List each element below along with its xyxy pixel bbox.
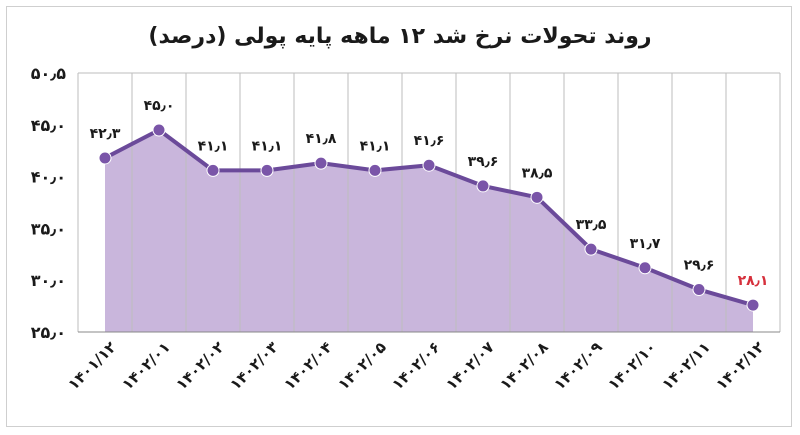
y-tick-label: ۳۰٫۰ <box>31 271 66 290</box>
data-label: ۲۹٫۶ <box>684 258 715 274</box>
data-label: ۴۱٫۱ <box>198 138 229 154</box>
x-tick-label: ۱۴۰۲/۰۳ <box>226 338 281 393</box>
data-point <box>530 190 544 204</box>
data-label: ۴۱٫۱ <box>360 138 391 154</box>
data-point <box>314 156 328 170</box>
x-tick-label: ۱۴۰۲/۰۷ <box>442 338 497 393</box>
x-tick-label: ۱۴۰۲/۰۹ <box>550 338 605 393</box>
data-label: ۳۳٫۵ <box>576 217 607 233</box>
data-label: ۳۸٫۵ <box>522 165 553 181</box>
data-point <box>746 298 760 312</box>
data-point <box>476 179 490 193</box>
data-label: ۴۵٫۰ <box>144 98 175 114</box>
data-label: ۳۹٫۶ <box>468 154 499 170</box>
data-point <box>692 283 706 297</box>
y-tick-label: ۳۵٫۰ <box>31 219 66 238</box>
y-tick-label: ۴۰٫۰ <box>31 168 66 187</box>
chart-title: روند تحولات نرخ شد ۱۲ ماهه پایه پولی (در… <box>148 24 652 49</box>
x-tick-label: ۱۴۰۲/۰۸ <box>496 338 551 393</box>
data-point <box>260 163 274 177</box>
x-tick-label: ۱۴۰۲/۱۲ <box>712 338 767 393</box>
data-point <box>152 123 166 137</box>
x-tick-label: ۱۴۰۲/۰۲ <box>172 338 227 393</box>
data-point <box>368 163 382 177</box>
x-tick-label: ۱۴۰۲/۱۰ <box>604 338 659 393</box>
x-tick-label: ۱۴۰۲/۰۶ <box>388 338 443 393</box>
y-tick-label: ۴۵٫۰ <box>31 116 66 135</box>
x-tick-label: ۱۴۰۲/۰۴ <box>280 338 335 393</box>
y-tick-label: ۲۵٫۰ <box>31 323 66 342</box>
data-label: ۴۱٫۶ <box>414 133 445 149</box>
data-label: ۴۱٫۱ <box>252 138 283 154</box>
data-point <box>206 163 220 177</box>
y-tick-label: ۵۰٫۵ <box>31 64 67 83</box>
x-tick-label: ۱۴۰۲/۰۵ <box>334 338 389 393</box>
area-fill <box>105 129 753 332</box>
data-point <box>98 151 112 165</box>
data-label: ۴۲٫۳ <box>90 126 121 142</box>
data-label: ۴۱٫۸ <box>306 131 337 147</box>
data-point <box>638 261 652 275</box>
x-tick-label: ۱۴۰۲/۱۱ <box>658 338 713 393</box>
x-tick-label: ۱۴۰۱/۱۲ <box>64 338 119 393</box>
data-point <box>584 242 598 256</box>
data-label: ۲۸٫۱ <box>738 273 769 289</box>
data-point <box>422 158 436 172</box>
x-tick-label: ۱۴۰۲/۰۱ <box>118 338 173 393</box>
data-label: ۳۱٫۷ <box>630 236 661 252</box>
